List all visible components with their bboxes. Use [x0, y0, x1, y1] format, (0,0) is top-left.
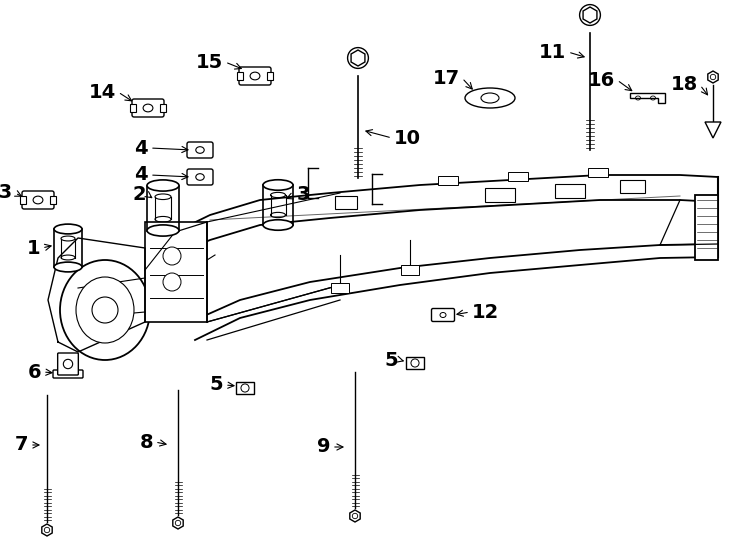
Text: 6: 6 — [27, 362, 41, 381]
Ellipse shape — [481, 93, 499, 103]
Text: 5: 5 — [385, 350, 398, 369]
Polygon shape — [708, 71, 718, 83]
Ellipse shape — [76, 277, 134, 343]
Text: 5: 5 — [209, 375, 223, 395]
Polygon shape — [630, 93, 665, 103]
Circle shape — [348, 48, 368, 69]
Bar — [508, 172, 528, 181]
Bar — [401, 265, 419, 275]
Polygon shape — [172, 517, 184, 529]
Bar — [406, 357, 424, 369]
Bar — [236, 382, 254, 394]
Ellipse shape — [60, 260, 150, 360]
Polygon shape — [350, 510, 360, 522]
Text: 10: 10 — [394, 129, 421, 147]
Text: 3: 3 — [297, 186, 310, 205]
Bar — [438, 176, 458, 185]
Text: 15: 15 — [196, 52, 223, 71]
FancyBboxPatch shape — [58, 353, 79, 375]
Bar — [485, 188, 515, 202]
Circle shape — [92, 297, 118, 323]
Text: 17: 17 — [433, 69, 460, 87]
FancyBboxPatch shape — [695, 195, 718, 260]
FancyBboxPatch shape — [22, 191, 54, 209]
Ellipse shape — [263, 220, 293, 230]
Ellipse shape — [54, 224, 82, 234]
Bar — [237, 72, 243, 80]
FancyBboxPatch shape — [187, 142, 213, 158]
Polygon shape — [583, 7, 597, 23]
Circle shape — [163, 247, 181, 265]
Bar — [331, 283, 349, 293]
Bar — [130, 104, 136, 112]
Text: 9: 9 — [316, 437, 330, 456]
Text: 2: 2 — [132, 186, 146, 205]
Ellipse shape — [147, 225, 179, 236]
Text: 7: 7 — [15, 435, 28, 455]
Bar — [555, 184, 585, 198]
FancyBboxPatch shape — [239, 67, 271, 85]
Polygon shape — [42, 524, 52, 536]
Text: 1: 1 — [26, 239, 40, 258]
Text: 4: 4 — [134, 138, 148, 158]
Circle shape — [580, 5, 600, 25]
Bar — [267, 72, 273, 80]
Text: 14: 14 — [89, 83, 116, 102]
Text: 13: 13 — [0, 184, 13, 202]
Bar — [50, 196, 56, 204]
Text: 4: 4 — [134, 165, 148, 185]
Polygon shape — [351, 50, 365, 66]
FancyBboxPatch shape — [53, 370, 83, 378]
Circle shape — [163, 273, 181, 291]
FancyBboxPatch shape — [187, 169, 213, 185]
FancyBboxPatch shape — [132, 99, 164, 117]
Ellipse shape — [54, 262, 82, 272]
Text: 12: 12 — [472, 302, 499, 321]
Bar — [160, 104, 166, 112]
Ellipse shape — [147, 180, 179, 191]
FancyBboxPatch shape — [432, 308, 454, 321]
Bar — [620, 180, 645, 193]
Polygon shape — [705, 122, 721, 138]
Ellipse shape — [465, 88, 515, 108]
Text: 11: 11 — [539, 43, 566, 62]
Bar — [588, 168, 608, 177]
FancyBboxPatch shape — [145, 222, 207, 322]
Text: 16: 16 — [588, 71, 615, 90]
Text: 8: 8 — [139, 433, 153, 451]
Text: 18: 18 — [671, 76, 698, 94]
Bar — [20, 196, 26, 204]
Ellipse shape — [263, 180, 293, 190]
Bar — [335, 196, 357, 209]
